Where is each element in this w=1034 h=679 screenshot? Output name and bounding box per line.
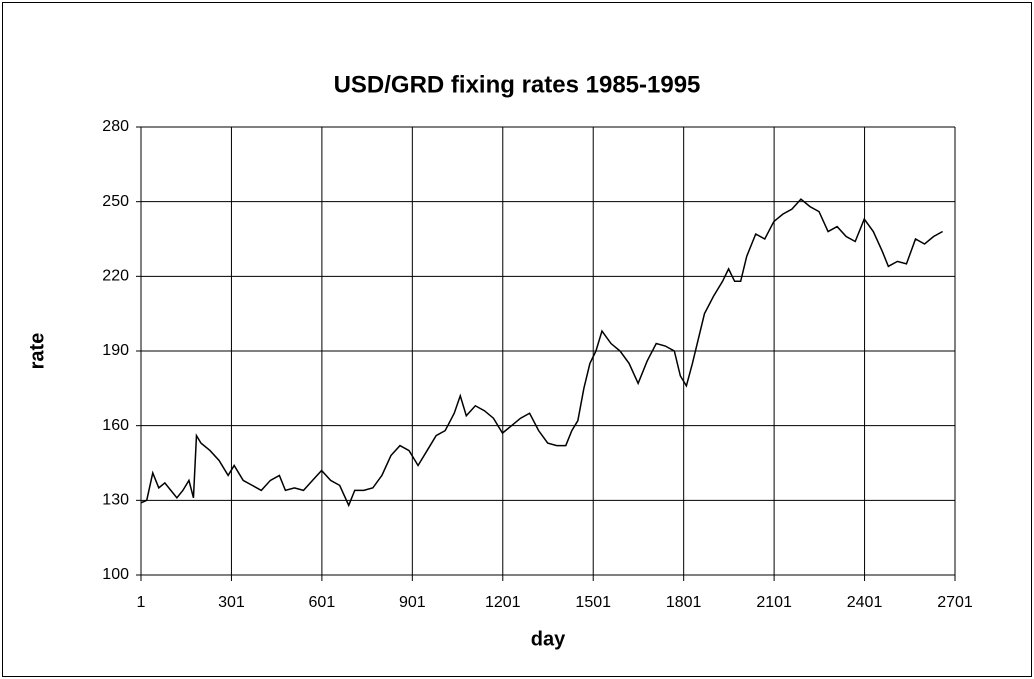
y-tick-label: 280 (102, 118, 129, 135)
x-tick-label: 1801 (666, 594, 702, 611)
x-tick-label: 1 (137, 594, 146, 611)
x-tick-label: 1201 (485, 594, 521, 611)
y-tick-label: 130 (102, 492, 129, 509)
x-tick-label: 2101 (756, 594, 792, 611)
x-tick-label: 2701 (937, 594, 973, 611)
y-tick-label: 250 (102, 193, 129, 210)
chart-title: USD/GRD fixing rates 1985-1995 (334, 71, 701, 98)
x-tick-label: 301 (218, 594, 245, 611)
y-axis-label: rate (26, 333, 48, 370)
y-tick-label: 190 (102, 342, 129, 359)
x-tick-label: 901 (399, 594, 426, 611)
x-axis-label: day (531, 628, 566, 650)
x-tick-label: 601 (309, 594, 336, 611)
y-tick-label: 220 (102, 268, 129, 285)
y-tick-label: 100 (102, 566, 129, 583)
line (140, 198, 944, 508)
x-tick-label: 1501 (575, 594, 611, 611)
y-tick-label: 160 (102, 417, 129, 434)
x-tick-label: 2401 (847, 594, 883, 611)
